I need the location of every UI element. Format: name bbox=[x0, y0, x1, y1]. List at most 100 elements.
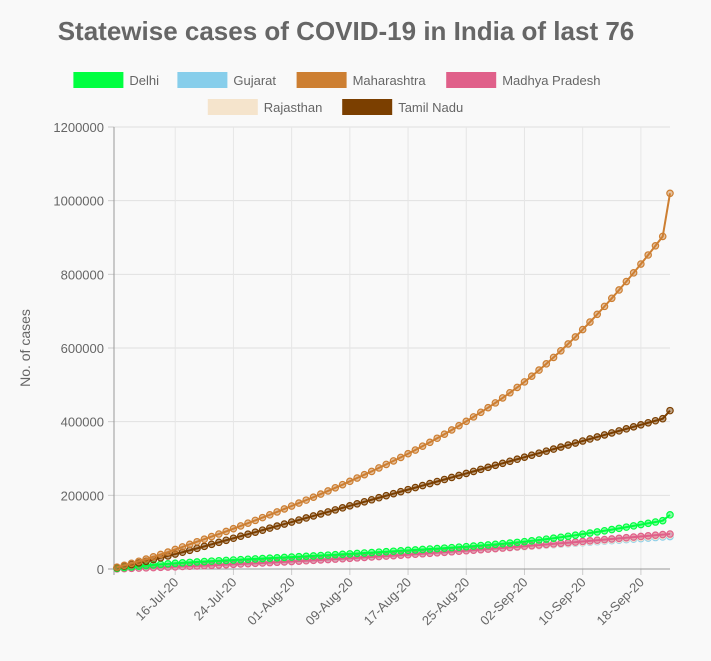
data-point[interactable] bbox=[477, 408, 485, 417]
data-point[interactable] bbox=[236, 522, 245, 530]
data-point[interactable] bbox=[440, 544, 449, 552]
data-point[interactable] bbox=[375, 464, 383, 472]
data-point[interactable] bbox=[411, 446, 420, 454]
data-point[interactable] bbox=[578, 537, 587, 546]
data-point[interactable] bbox=[367, 495, 376, 504]
data-point[interactable] bbox=[302, 496, 310, 504]
data-point[interactable] bbox=[418, 481, 427, 490]
data-point[interactable] bbox=[600, 526, 609, 535]
data-point[interactable] bbox=[491, 540, 500, 549]
data-point[interactable] bbox=[535, 366, 543, 374]
data-point[interactable] bbox=[455, 543, 463, 551]
data-point[interactable] bbox=[338, 504, 347, 512]
data-point[interactable] bbox=[316, 510, 325, 518]
data-point[interactable] bbox=[426, 545, 434, 553]
data-point[interactable] bbox=[273, 522, 281, 530]
data-point[interactable] bbox=[113, 563, 121, 571]
data-point[interactable] bbox=[513, 383, 521, 392]
data-point[interactable] bbox=[324, 508, 332, 516]
data-point[interactable] bbox=[193, 537, 201, 546]
data-point[interactable] bbox=[513, 538, 521, 547]
data-point[interactable] bbox=[615, 286, 623, 294]
data-point[interactable] bbox=[185, 558, 194, 567]
data-point[interactable] bbox=[571, 439, 580, 447]
data-point[interactable] bbox=[222, 527, 230, 536]
data-point[interactable] bbox=[389, 547, 398, 556]
data-point[interactable] bbox=[571, 333, 580, 341]
data-point[interactable] bbox=[222, 556, 230, 565]
data-point[interactable] bbox=[666, 511, 674, 519]
data-point[interactable] bbox=[433, 434, 441, 443]
data-point[interactable] bbox=[295, 552, 303, 561]
data-point[interactable] bbox=[120, 561, 129, 570]
data-point[interactable] bbox=[127, 559, 136, 568]
data-point[interactable] bbox=[557, 533, 565, 542]
data-point[interactable] bbox=[600, 431, 609, 439]
data-point[interactable] bbox=[557, 539, 565, 548]
data-point[interactable] bbox=[433, 477, 441, 486]
data-point[interactable] bbox=[666, 189, 674, 198]
data-point[interactable] bbox=[578, 437, 587, 445]
data-point[interactable] bbox=[658, 530, 667, 539]
data-point[interactable] bbox=[244, 519, 252, 527]
data-point[interactable] bbox=[607, 535, 616, 543]
data-point[interactable] bbox=[462, 417, 471, 426]
data-point[interactable] bbox=[644, 418, 652, 427]
data-point[interactable] bbox=[149, 561, 158, 569]
data-point[interactable] bbox=[389, 457, 398, 465]
data-point[interactable] bbox=[455, 421, 463, 430]
data-point[interactable] bbox=[251, 555, 260, 563]
data-point[interactable] bbox=[382, 547, 391, 556]
data-point[interactable] bbox=[593, 528, 602, 536]
data-point[interactable] bbox=[287, 502, 296, 510]
data-point[interactable] bbox=[542, 540, 551, 549]
data-point[interactable] bbox=[433, 544, 441, 553]
data-point[interactable] bbox=[622, 277, 631, 286]
data-point[interactable] bbox=[578, 325, 587, 334]
data-point[interactable] bbox=[491, 461, 500, 470]
data-point[interactable] bbox=[338, 550, 347, 559]
data-point[interactable] bbox=[586, 537, 594, 545]
data-point[interactable] bbox=[411, 483, 420, 492]
data-point[interactable] bbox=[404, 485, 412, 494]
data-point[interactable] bbox=[513, 455, 521, 464]
data-point[interactable] bbox=[156, 550, 165, 559]
data-point[interactable] bbox=[586, 435, 594, 443]
data-point[interactable] bbox=[367, 548, 376, 557]
data-point[interactable] bbox=[149, 553, 158, 561]
data-point[interactable] bbox=[557, 346, 565, 355]
data-point[interactable] bbox=[207, 557, 216, 565]
data-point[interactable] bbox=[506, 457, 514, 466]
data-point[interactable] bbox=[200, 542, 209, 551]
data-point[interactable] bbox=[549, 534, 558, 543]
data-point[interactable] bbox=[280, 520, 289, 528]
legend-item[interactable]: Tamil Nadu bbox=[342, 99, 463, 115]
data-point[interactable] bbox=[564, 538, 572, 547]
data-point[interactable] bbox=[607, 294, 616, 303]
data-point[interactable] bbox=[578, 530, 587, 538]
data-point[interactable] bbox=[477, 465, 485, 474]
data-point[interactable] bbox=[302, 514, 310, 522]
legend-item[interactable]: Maharashtra bbox=[296, 72, 427, 88]
data-point[interactable] bbox=[280, 505, 289, 513]
data-point[interactable] bbox=[331, 506, 340, 514]
data-point[interactable] bbox=[527, 537, 536, 545]
data-point[interactable] bbox=[266, 524, 274, 532]
data-point[interactable] bbox=[593, 536, 602, 545]
data-point[interactable] bbox=[273, 554, 281, 562]
data-point[interactable] bbox=[156, 560, 165, 569]
data-point[interactable] bbox=[571, 538, 580, 546]
data-point[interactable] bbox=[331, 550, 340, 559]
legend-item[interactable]: Delhi bbox=[73, 72, 159, 88]
data-point[interactable] bbox=[251, 528, 260, 536]
data-point[interactable] bbox=[651, 416, 660, 425]
data-point[interactable] bbox=[266, 554, 274, 562]
data-point[interactable] bbox=[666, 406, 674, 415]
data-point[interactable] bbox=[651, 531, 660, 540]
data-point[interactable] bbox=[411, 546, 420, 554]
data-point[interactable] bbox=[353, 500, 361, 508]
data-point[interactable] bbox=[644, 519, 652, 528]
data-point[interactable] bbox=[324, 487, 332, 495]
data-point[interactable] bbox=[258, 526, 267, 534]
data-point[interactable] bbox=[527, 451, 536, 459]
